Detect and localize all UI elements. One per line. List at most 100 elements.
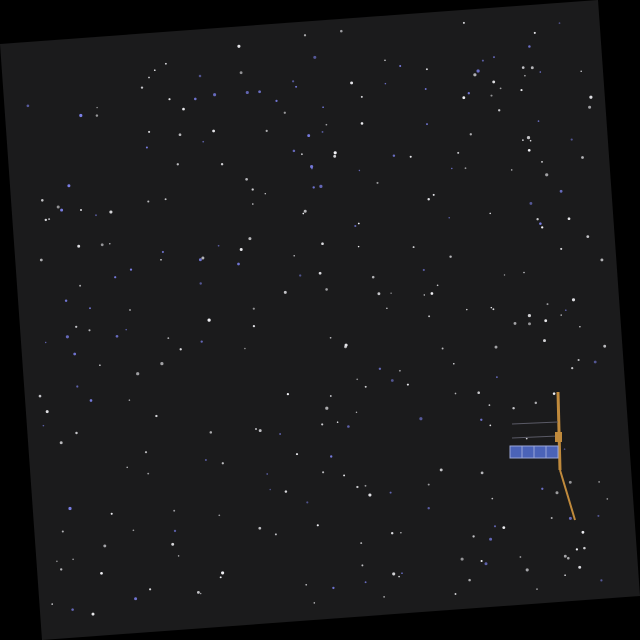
star <box>56 560 58 563</box>
star <box>581 156 584 159</box>
star <box>148 76 150 79</box>
star <box>398 575 400 578</box>
star <box>295 85 298 88</box>
star <box>303 209 307 213</box>
star <box>96 106 98 109</box>
star <box>424 88 427 90</box>
star <box>526 136 531 140</box>
star <box>321 423 324 426</box>
star <box>129 268 133 271</box>
star <box>237 44 241 48</box>
star <box>593 360 597 364</box>
star <box>441 347 444 350</box>
star <box>528 45 531 48</box>
star <box>481 59 484 62</box>
satellite-frame-top <box>511 421 559 425</box>
star <box>529 201 533 205</box>
star <box>581 530 585 534</box>
star <box>239 248 243 251</box>
star <box>489 537 493 541</box>
star <box>364 484 367 487</box>
star <box>56 205 60 209</box>
star <box>578 565 582 569</box>
star <box>99 364 101 366</box>
star <box>196 590 200 594</box>
star <box>303 34 307 37</box>
star <box>198 74 202 78</box>
starfield <box>26 21 609 616</box>
star <box>73 352 77 356</box>
star <box>68 506 72 511</box>
star <box>258 526 262 530</box>
star <box>567 217 571 221</box>
star <box>490 306 493 309</box>
star <box>144 451 148 454</box>
star <box>436 284 439 287</box>
star <box>552 392 556 395</box>
star <box>312 186 315 189</box>
star <box>563 554 567 558</box>
star <box>252 324 256 328</box>
star <box>153 69 156 72</box>
star <box>559 189 563 193</box>
star <box>537 120 540 122</box>
star <box>321 242 324 246</box>
star <box>100 571 103 575</box>
star <box>543 339 546 343</box>
star <box>164 62 167 65</box>
star <box>451 167 453 170</box>
star <box>109 243 111 245</box>
star <box>176 163 179 166</box>
star <box>245 90 249 95</box>
star <box>252 307 255 310</box>
star <box>239 71 243 75</box>
star <box>75 431 78 435</box>
star <box>357 245 360 248</box>
star <box>360 542 363 545</box>
star <box>579 326 581 328</box>
star <box>462 96 466 100</box>
star <box>95 214 97 217</box>
star <box>71 608 74 611</box>
star <box>125 328 127 331</box>
star <box>200 340 203 343</box>
star <box>41 199 44 202</box>
star <box>283 290 287 294</box>
star <box>148 130 151 133</box>
star <box>489 424 492 427</box>
star <box>254 427 258 431</box>
star <box>536 218 539 221</box>
star <box>480 559 483 563</box>
star <box>464 167 467 170</box>
star <box>529 139 532 142</box>
star <box>319 184 323 188</box>
star <box>245 177 248 181</box>
star <box>371 275 375 279</box>
star <box>480 471 484 475</box>
star <box>252 203 254 205</box>
star <box>204 459 207 461</box>
star <box>524 74 526 77</box>
star <box>427 483 430 486</box>
star <box>60 568 63 571</box>
star <box>571 366 574 370</box>
star <box>469 133 472 136</box>
star <box>350 81 354 85</box>
star <box>489 212 491 215</box>
star <box>368 493 372 497</box>
star <box>325 123 328 126</box>
star <box>484 562 488 566</box>
star <box>59 441 63 445</box>
star <box>428 315 431 318</box>
star <box>600 579 603 582</box>
star <box>322 471 325 474</box>
star <box>306 501 309 504</box>
star <box>406 383 409 386</box>
star <box>266 473 269 475</box>
star <box>492 80 496 84</box>
star <box>488 404 491 406</box>
star <box>171 542 175 546</box>
star <box>173 509 176 512</box>
star <box>100 243 104 247</box>
star <box>67 184 71 188</box>
